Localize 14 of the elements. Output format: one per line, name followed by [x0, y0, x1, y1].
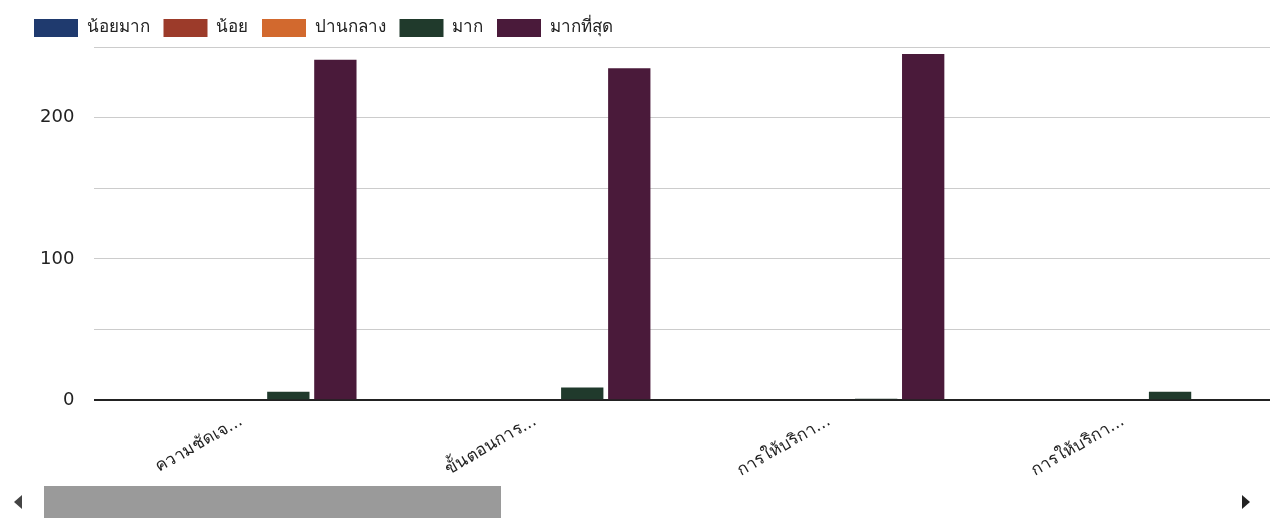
bar — [561, 387, 604, 400]
legend-label: มาก — [452, 16, 483, 37]
legend-label: ปานกลาง — [314, 16, 386, 37]
y-tick-label: 100 — [40, 246, 75, 268]
y-tick-label: 0 — [62, 387, 75, 409]
bar — [902, 54, 945, 400]
bar — [1148, 391, 1192, 400]
bar — [267, 391, 310, 400]
legend-label: น้อยมาก — [86, 16, 150, 37]
bar — [314, 59, 357, 400]
legend-label: น้อย — [216, 16, 248, 37]
legend-label: มากที่สุด — [549, 14, 613, 38]
bar — [608, 68, 651, 400]
y-tick-label: 200 — [40, 105, 75, 127]
